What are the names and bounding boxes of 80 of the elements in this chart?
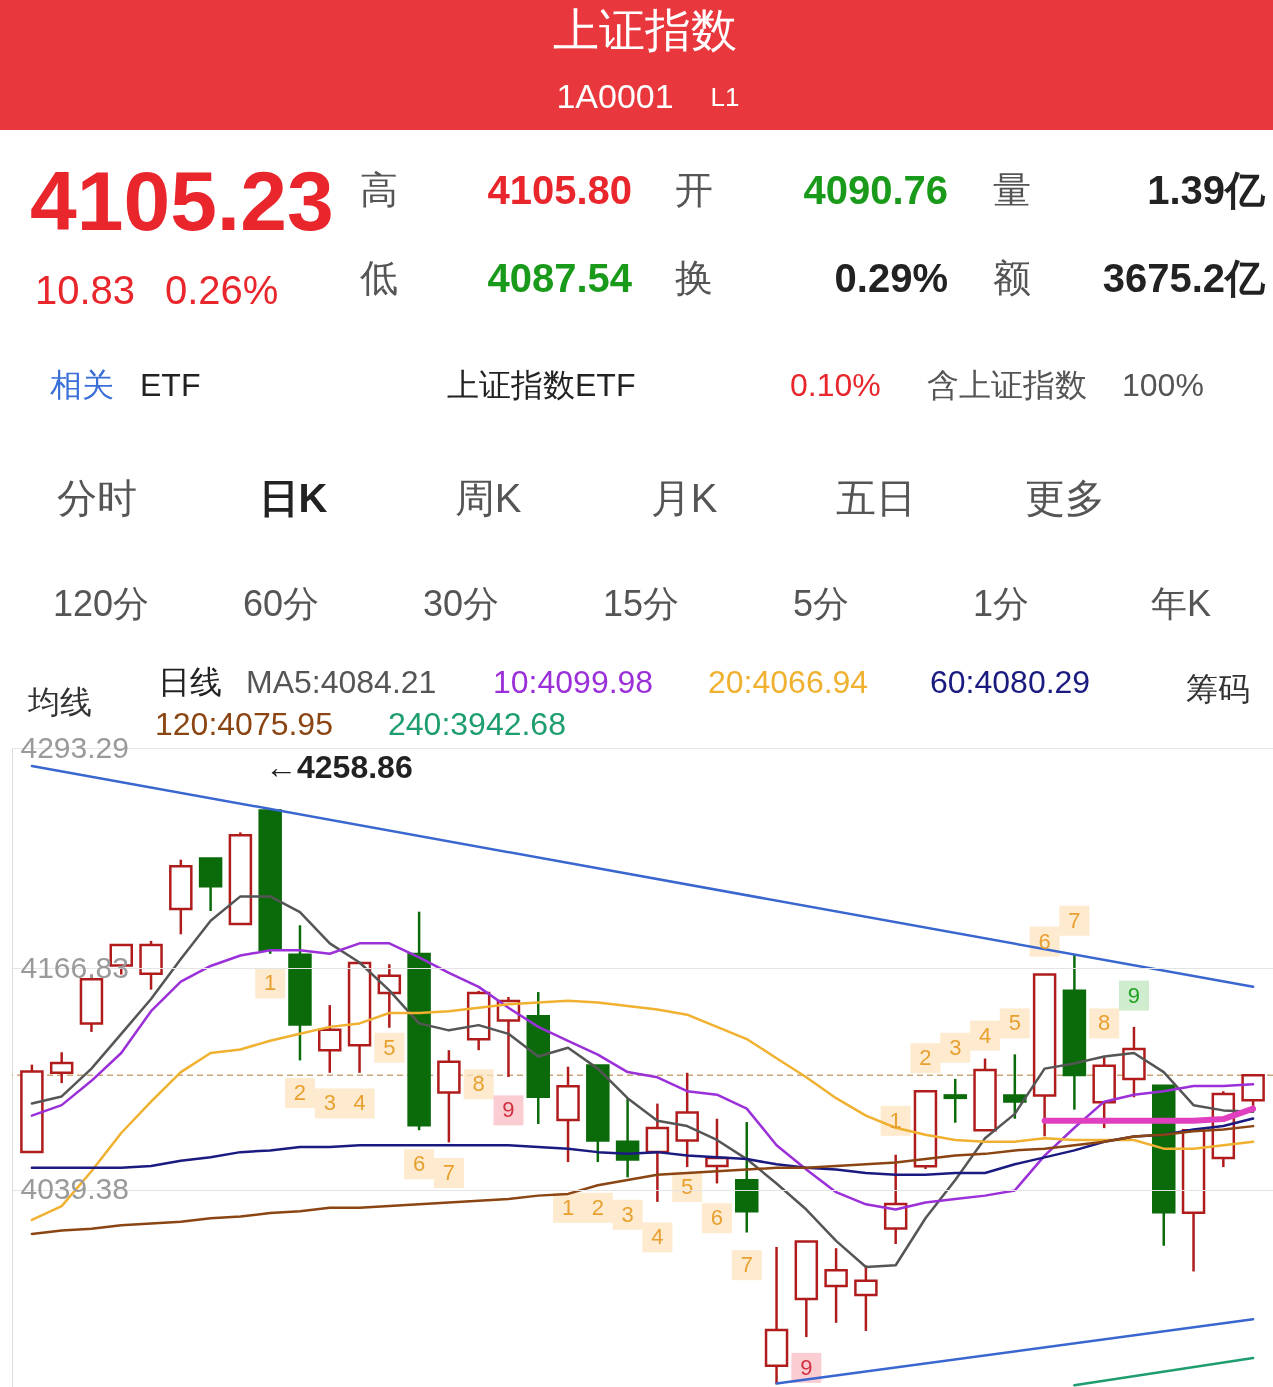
- text: 10:4099.98: [493, 664, 654, 700]
- annotation: ←4258.86: [265, 749, 413, 785]
- text: 均线: [27, 684, 92, 720]
- text: 额: [993, 257, 1031, 299]
- text: L1: [710, 82, 740, 112]
- annotation: 3: [323, 1090, 336, 1116]
- annotation: 9: [502, 1097, 515, 1123]
- candlestick: [1003, 1053, 1027, 1120]
- candlestick: [318, 1003, 342, 1075]
- annotation: 3: [949, 1034, 962, 1060]
- annotation: 9: [1127, 982, 1141, 1008]
- annotation: 4: [353, 1090, 366, 1116]
- text: 240:3942.68: [388, 706, 566, 742]
- annotation: 2: [591, 1194, 604, 1220]
- annotation: 7: [740, 1252, 753, 1278]
- text: 上证指数ETF: [447, 367, 636, 403]
- text: 高: [360, 169, 398, 211]
- text: 4087.54: [487, 256, 633, 300]
- candlestick: [824, 1246, 848, 1325]
- text: 1.39亿: [1147, 168, 1266, 212]
- annotation: 5: [383, 1034, 396, 1060]
- text: 4105.80: [487, 168, 632, 212]
- annotation: 7: [442, 1160, 456, 1186]
- annotation: 4: [651, 1224, 664, 1250]
- text: 120分: [52, 583, 150, 624]
- text: 100%: [1122, 367, 1204, 403]
- annotation: 1: [889, 1107, 902, 1133]
- text: 上证指数: [553, 4, 737, 56]
- text: 60分: [242, 583, 320, 624]
- text: 20:4066.94: [708, 664, 869, 700]
- candlestick: [645, 1102, 670, 1204]
- text: 30分: [422, 583, 500, 624]
- text: 1A0001: [556, 77, 674, 115]
- text: 3675.2亿: [1102, 256, 1266, 300]
- annotation: 6: [1038, 928, 1051, 954]
- annotation: 2: [293, 1079, 307, 1105]
- annotation: 7: [1068, 907, 1081, 933]
- text: 筹码: [1186, 671, 1250, 707]
- text: 五日: [836, 476, 916, 520]
- text: 0.10%: [790, 367, 881, 403]
- annotation: 6: [412, 1151, 426, 1177]
- annotation: 9: [800, 1354, 813, 1380]
- text: 1分: [972, 583, 1030, 624]
- annotation: 4: [978, 1022, 992, 1048]
- text: 4090.76: [803, 168, 948, 212]
- text: 0.26%: [165, 268, 279, 312]
- candlestick: [854, 1264, 878, 1333]
- text: 0.29%: [834, 256, 948, 300]
- annotation: 1: [264, 970, 277, 996]
- text: 15分: [602, 583, 680, 624]
- text: 4105.23: [30, 154, 334, 248]
- text: 更多: [1025, 476, 1105, 520]
- text: 含上证指数: [927, 367, 1087, 403]
- text: MA5:4084.21: [246, 664, 437, 700]
- text: 10.83: [35, 268, 136, 312]
- text: 周K: [454, 476, 522, 520]
- text: 分时: [57, 476, 137, 520]
- annotation: 6: [710, 1205, 724, 1231]
- text: 月K: [650, 476, 718, 520]
- candlestick: [49, 1051, 74, 1085]
- y-tick-label: 4293.29: [20, 730, 129, 764]
- text: ETF: [140, 367, 201, 403]
- text: 低: [360, 257, 398, 299]
- annotation: 3: [621, 1201, 634, 1227]
- text: 60:4080.29: [930, 664, 1091, 700]
- annotation: 8: [472, 1071, 485, 1097]
- text: 换: [675, 257, 713, 299]
- text: 日K: [258, 476, 328, 520]
- text: 5分: [792, 583, 850, 624]
- annotation: 1: [561, 1194, 575, 1220]
- text: 开: [675, 169, 713, 211]
- candlestick: [943, 1077, 967, 1124]
- text: 120:4075.95: [155, 706, 333, 742]
- annotation: 2: [919, 1045, 932, 1071]
- annotation: 5: [1008, 1010, 1021, 1036]
- text: 相关: [50, 367, 114, 403]
- chart-title: 日线: [158, 664, 222, 700]
- text: 年K: [1150, 583, 1212, 624]
- text: 量: [993, 169, 1031, 211]
- annotation: 8: [1098, 1010, 1111, 1036]
